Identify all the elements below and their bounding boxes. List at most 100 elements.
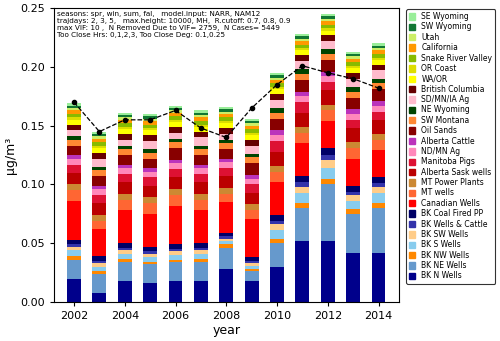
Bar: [92, 136, 106, 139]
Bar: [321, 76, 334, 82]
Bar: [346, 186, 360, 192]
Bar: [321, 41, 334, 49]
Bar: [168, 249, 182, 251]
Bar: [168, 260, 182, 262]
Bar: [118, 123, 132, 127]
Bar: [270, 166, 284, 172]
Bar: [296, 127, 310, 133]
Bar: [270, 243, 284, 267]
Bar: [67, 136, 81, 140]
Bar: [92, 146, 106, 148]
Bar: [321, 16, 334, 19]
Bar: [143, 264, 157, 283]
Bar: [168, 262, 182, 281]
Bar: [143, 262, 157, 264]
Bar: [220, 168, 233, 176]
Bar: [118, 155, 132, 164]
Bar: [372, 101, 386, 106]
Bar: [296, 74, 310, 80]
Bar: [372, 60, 386, 64]
Bar: [244, 129, 258, 133]
Bar: [194, 182, 208, 194]
Bar: [92, 170, 106, 176]
Bar: [194, 113, 208, 115]
Bar: [143, 283, 157, 302]
Bar: [168, 110, 182, 113]
Bar: [220, 194, 233, 202]
Bar: [270, 224, 284, 230]
Bar: [270, 113, 284, 119]
Bar: [346, 59, 360, 62]
Bar: [168, 281, 182, 302]
Bar: [118, 164, 132, 168]
Bar: [296, 143, 310, 176]
Bar: [296, 45, 310, 48]
Bar: [143, 116, 157, 119]
Bar: [372, 50, 386, 54]
Bar: [346, 253, 360, 302]
Bar: [270, 100, 284, 108]
Bar: [321, 121, 334, 148]
Bar: [92, 132, 106, 134]
Bar: [143, 153, 157, 159]
Bar: [118, 194, 132, 200]
Bar: [118, 127, 132, 129]
Bar: [118, 168, 132, 174]
Bar: [168, 169, 182, 177]
Bar: [118, 113, 132, 115]
Bar: [244, 266, 258, 269]
Bar: [143, 114, 157, 116]
Bar: [168, 160, 182, 163]
Bar: [194, 262, 208, 281]
Bar: [92, 186, 106, 189]
Bar: [372, 120, 386, 134]
Bar: [220, 248, 233, 269]
Bar: [168, 148, 182, 160]
Bar: [346, 73, 360, 79]
Bar: [67, 108, 81, 110]
Bar: [372, 71, 386, 79]
X-axis label: year: year: [212, 324, 240, 337]
Bar: [67, 120, 81, 124]
Bar: [118, 243, 132, 248]
Bar: [67, 250, 81, 256]
Bar: [143, 247, 157, 251]
Bar: [244, 135, 258, 140]
Bar: [270, 141, 284, 151]
Bar: [372, 208, 386, 253]
Bar: [346, 148, 360, 159]
Bar: [372, 253, 386, 302]
Bar: [194, 124, 208, 127]
Bar: [220, 241, 233, 244]
Bar: [118, 118, 132, 120]
Bar: [194, 110, 208, 113]
Bar: [92, 261, 106, 263]
Bar: [296, 55, 310, 61]
Bar: [372, 106, 386, 112]
Bar: [92, 189, 106, 195]
Bar: [143, 159, 157, 168]
Bar: [346, 66, 360, 68]
Bar: [244, 205, 258, 210]
Bar: [67, 256, 81, 260]
Bar: [194, 146, 208, 149]
Bar: [244, 133, 258, 135]
Bar: [168, 195, 182, 206]
Bar: [143, 172, 157, 177]
Bar: [270, 119, 284, 130]
Bar: [372, 46, 386, 48]
Bar: [143, 130, 157, 135]
Bar: [296, 50, 310, 55]
Bar: [67, 146, 81, 155]
Bar: [118, 182, 132, 194]
Bar: [372, 150, 386, 177]
Bar: [372, 48, 386, 50]
Bar: [321, 184, 334, 241]
Bar: [92, 142, 106, 146]
Bar: [244, 261, 258, 263]
Bar: [220, 162, 233, 168]
Bar: [346, 62, 360, 66]
Bar: [346, 192, 360, 195]
Bar: [143, 119, 157, 121]
Bar: [244, 281, 258, 302]
